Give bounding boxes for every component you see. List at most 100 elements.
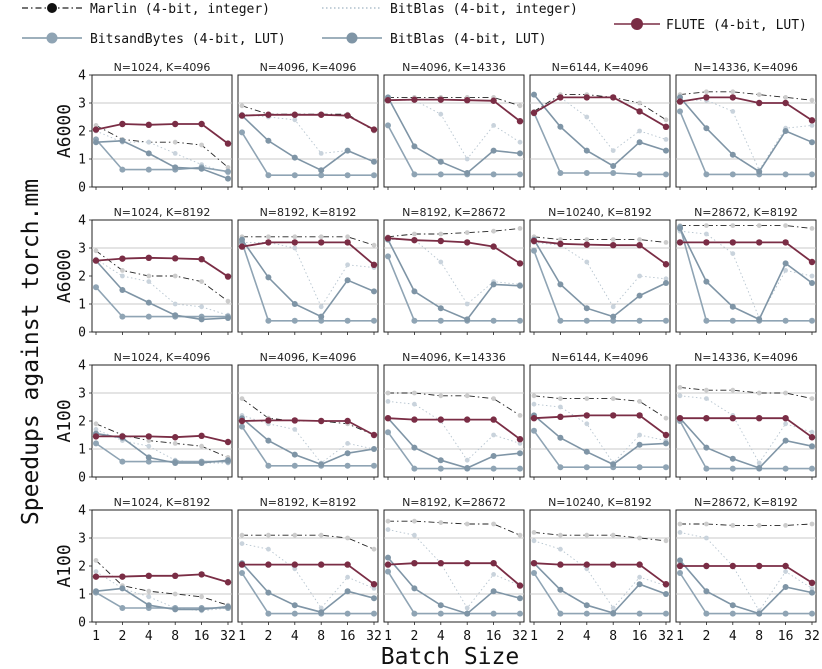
y-tick-label: 2 xyxy=(78,415,86,430)
data-point-flute xyxy=(224,273,232,280)
data-point-bitblas-int xyxy=(663,276,669,282)
data-point-flute xyxy=(437,560,444,567)
data-point-bitblas-lut xyxy=(172,312,179,319)
data-point-bitblas-lut xyxy=(119,137,126,144)
data-point-bitsandbytes xyxy=(729,171,736,178)
data-point-bitblas-int xyxy=(464,457,470,463)
data-point-flute xyxy=(516,118,524,125)
data-point-bitsandbytes xyxy=(411,171,418,178)
data-point-bitblas-lut xyxy=(93,139,99,146)
data-point-flute xyxy=(636,242,643,249)
legend-marker-bitblas-lut xyxy=(346,32,358,44)
series-line-flute xyxy=(387,237,521,265)
y-tick-label: 4 xyxy=(78,359,86,374)
data-point-flute xyxy=(384,561,392,568)
data-point-bitblas-int xyxy=(637,273,642,279)
data-point-marlin xyxy=(412,231,417,237)
data-point-marlin xyxy=(345,234,350,240)
series-line-bitblas-lut xyxy=(387,557,521,615)
panel-title: N=1024, K=4096 xyxy=(114,351,211,364)
data-point-flute xyxy=(265,417,272,424)
data-point-bitblas-lut xyxy=(198,165,205,172)
series-line-flute xyxy=(679,96,813,122)
data-point-marlin xyxy=(584,532,590,538)
series-line-bitsandbytes xyxy=(95,442,228,463)
data-point-flute xyxy=(583,412,590,419)
data-point-flute xyxy=(676,562,684,570)
data-point-bitblas-int xyxy=(93,427,99,432)
panel: N=8192, K=8192 xyxy=(237,206,379,335)
data-point-bitsandbytes xyxy=(291,610,298,617)
y-tick-label: 1 xyxy=(78,588,86,603)
legend-item-bitsandbytes: BitsandBytes (4-bit, LUT) xyxy=(22,32,286,47)
x-tick-label: 4 xyxy=(583,629,591,644)
data-point-bitsandbytes xyxy=(385,568,391,575)
panel-title: N=28672, K=8192 xyxy=(694,496,798,509)
data-point-bitsandbytes xyxy=(729,465,736,472)
y-axis-title: Speedups against torch.mm xyxy=(18,179,44,525)
series-line-marlin xyxy=(680,523,813,526)
data-point-marlin xyxy=(266,234,271,240)
data-point-bitblas-int xyxy=(677,393,683,399)
data-point-marlin xyxy=(517,103,523,109)
data-point-bitblas-int xyxy=(517,139,523,145)
data-point-marlin xyxy=(438,520,444,525)
data-point-bitblas-int xyxy=(292,245,298,251)
series-line-bitsandbytes xyxy=(533,250,666,322)
series-line-bitblas-lut xyxy=(533,562,667,614)
data-point-flute xyxy=(344,112,351,119)
data-point-bitsandbytes xyxy=(517,317,523,324)
data-point-bitsandbytes xyxy=(291,462,298,469)
data-point-bitblas-int xyxy=(756,460,762,466)
data-point-flute xyxy=(808,434,816,441)
data-point-flute xyxy=(198,256,205,263)
data-point-flute xyxy=(729,94,736,101)
data-point-bitblas-lut xyxy=(809,280,815,286)
data-point-flute xyxy=(238,561,246,568)
data-point-bitblas-lut xyxy=(490,588,497,595)
data-point-flute xyxy=(318,561,325,568)
data-point-marlin xyxy=(610,396,616,401)
panel-frame xyxy=(675,219,817,333)
data-point-bitblas-lut xyxy=(119,585,126,592)
data-point-flute xyxy=(224,438,232,446)
data-point-bitblas-lut xyxy=(663,591,669,597)
data-point-bitblas-int xyxy=(464,301,470,307)
data-point-bitsandbytes xyxy=(119,458,126,465)
data-point-flute xyxy=(490,243,497,250)
data-point-bitblas-lut xyxy=(610,313,617,320)
data-point-bitblas-lut xyxy=(756,610,763,617)
data-point-bitsandbytes xyxy=(677,108,683,115)
data-point-flute xyxy=(808,117,816,124)
data-point-marlin xyxy=(412,390,417,396)
data-point-flute xyxy=(92,433,100,440)
data-point-bitblas-lut xyxy=(411,288,418,295)
series-line-flute xyxy=(95,256,229,278)
data-point-bitsandbytes xyxy=(385,253,391,260)
series-line-bitblas-int xyxy=(533,540,667,609)
data-point-bitblas-int xyxy=(345,441,350,446)
data-point-bitblas-lut xyxy=(636,139,643,146)
series-line-marlin xyxy=(388,96,521,107)
x-tick-label: 16 xyxy=(778,629,794,644)
data-point-bitblas-int xyxy=(704,535,709,541)
data-point-bitsandbytes xyxy=(583,317,590,324)
panel: N=1024, K=8192 xyxy=(89,206,233,335)
y-tick-label: 2 xyxy=(78,125,86,140)
data-point-marlin xyxy=(809,521,815,527)
data-point-bitsandbytes xyxy=(371,610,377,617)
series-line-marlin xyxy=(242,534,375,550)
data-point-marlin xyxy=(663,240,669,245)
data-point-bitblas-int xyxy=(809,429,815,435)
data-point-bitsandbytes xyxy=(703,610,710,617)
panel-frame xyxy=(529,509,671,623)
data-point-flute xyxy=(370,431,378,439)
data-point-bitblas-lut xyxy=(318,167,325,174)
data-point-flute xyxy=(490,97,497,104)
data-point-bitblas-lut xyxy=(610,461,617,468)
data-point-flute xyxy=(145,121,152,129)
data-point-flute xyxy=(808,579,816,586)
series-line-flute xyxy=(95,123,229,145)
data-point-flute xyxy=(344,239,351,246)
x-tick-label: 32 xyxy=(366,629,382,644)
